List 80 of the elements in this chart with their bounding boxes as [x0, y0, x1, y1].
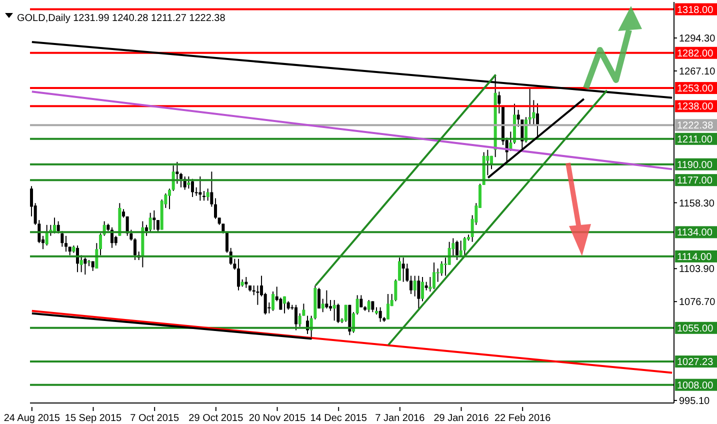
ref-line-label: 1238.00 [677, 102, 714, 113]
ref-line-label: 1008.00 [677, 380, 714, 392]
y-tick-label: 1294.30 [679, 34, 716, 45]
candlestick [394, 278, 398, 302]
candlestick [459, 240, 462, 257]
x-tick-label: 20 Nov 2015 [248, 413, 306, 424]
candlestick [134, 238, 136, 261]
candlestick [84, 257, 87, 276]
candlestick [413, 275, 416, 297]
candlestick [145, 224, 148, 236]
candlestick [176, 161, 179, 184]
y-tick-label: 1158.30 [679, 198, 715, 210]
x-tick-label: 24 Aug 2015 [4, 413, 60, 424]
candlestick [244, 276, 248, 288]
candlestick [191, 178, 194, 198]
candlestick [210, 171, 214, 208]
candlestick [256, 284, 260, 306]
candlestick [60, 230, 64, 248]
ref-line-label: 1253.00 [677, 84, 714, 95]
ref-line-label: 1114.00 [677, 252, 712, 263]
candlestick [356, 294, 359, 316]
ref-line-label: 1222.38 [677, 120, 714, 132]
candlestick [329, 300, 332, 312]
candlestick [332, 300, 336, 322]
candlestick [272, 291, 274, 312]
candlestick [528, 88, 532, 125]
candlestick [417, 275, 420, 310]
candlestick [237, 258, 240, 291]
ref-line-label: 1134.00 [677, 228, 713, 239]
y-tick-label: 1076.70 [679, 297, 716, 308]
candlestick [463, 236, 466, 256]
candlestick [336, 303, 340, 324]
x-tick-label: 22 Feb 2016 [494, 413, 552, 424]
candlestick [187, 176, 190, 190]
candlestick [378, 306, 382, 322]
candlestick [148, 212, 152, 233]
y-tick-label: 1103.90 [679, 264, 715, 276]
candlestick [283, 296, 286, 314]
candlestick [198, 176, 202, 202]
ref-line-label: 1318.00 [677, 4, 714, 16]
candlestick [180, 172, 182, 188]
x-tick-label: 7 Oct 2015 [130, 413, 180, 424]
candlestick [432, 262, 436, 290]
candlestick [360, 294, 363, 308]
x-tick-label: 29 Jan 2016 [434, 413, 490, 424]
candlestick [421, 276, 424, 302]
candlestick [410, 275, 412, 294]
x-tick-label: 15 Sep 2015 [64, 413, 122, 424]
ref-line-label: 1282.00 [677, 48, 714, 60]
candlestick [45, 224, 48, 246]
x-tick-label: 7 Jan 2016 [375, 413, 426, 424]
y-tick-label: 1267.10 [679, 66, 716, 78]
candlestick [152, 210, 156, 230]
candlestick [156, 220, 160, 233]
candlestick [325, 290, 328, 310]
candlestick [367, 300, 370, 313]
ref-line-label: 1177.00 [677, 176, 713, 187]
ref-line-label: 1211.00 [677, 134, 713, 146]
candlestick [318, 287, 320, 310]
candlestick [56, 220, 60, 234]
x-tick-label: 14 Dec 2015 [310, 413, 368, 424]
ref-line-label: 1190.00 [677, 160, 713, 171]
candlestick [498, 91, 501, 114]
candlestick [226, 232, 228, 254]
candlestick [371, 300, 374, 313]
candlestick [214, 198, 217, 220]
candlestick [206, 188, 210, 202]
candlestick [402, 257, 405, 282]
candlestick [64, 235, 68, 252]
x-tick-label: 29 Oct 2015 [188, 413, 244, 424]
candlestick [294, 304, 298, 331]
candlestick [398, 257, 401, 282]
candlestick [456, 240, 458, 261]
y-tick-label: 995.10 [679, 396, 710, 408]
candlestick [386, 293, 390, 320]
ref-line-label: 1055.00 [677, 323, 714, 334]
text: GOLD,Daily 1231.99 1240.28 1211.27 1222.38 [17, 13, 226, 24]
candlestick [99, 232, 102, 256]
ref-line-label: 1027.23 [677, 357, 714, 368]
candlestick [168, 188, 171, 210]
